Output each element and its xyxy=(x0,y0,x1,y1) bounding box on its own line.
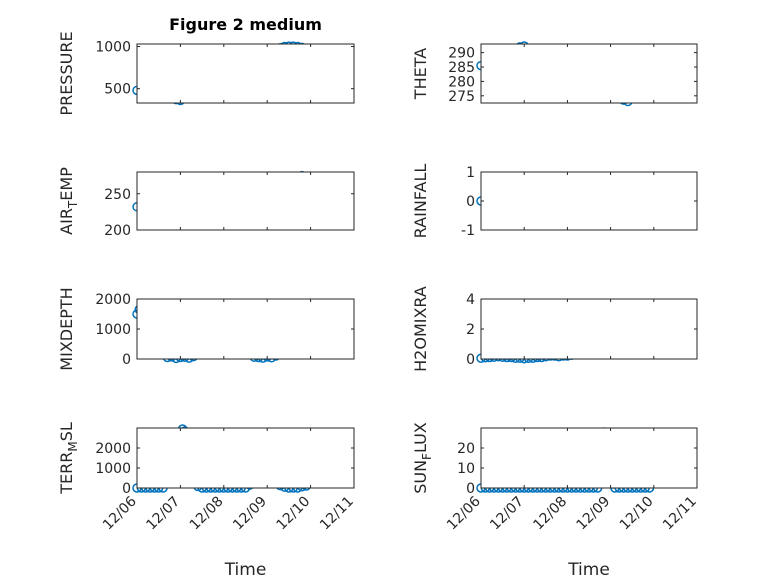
axes-box xyxy=(136,427,355,489)
x-tick-label: 12/09 xyxy=(574,494,614,534)
y-tick-label: 20 xyxy=(457,441,475,457)
figure-title: Figure 2 medium xyxy=(169,15,322,34)
x-tick-label: 12/10 xyxy=(274,494,314,534)
y-tick-label: 275 xyxy=(448,89,475,105)
y-tick-label: 200 xyxy=(104,223,131,239)
y-axis-label: RAINFALL xyxy=(411,164,430,239)
y-tick-label: 0 xyxy=(122,481,131,497)
y-axis-label: TERRMSL xyxy=(57,422,80,495)
y-tick-label: 4 xyxy=(466,292,475,308)
x-tick-label: 12/08 xyxy=(530,494,570,534)
y-axis-label: SUNFLUX xyxy=(411,422,434,494)
x-tick-label: 12/06 xyxy=(444,493,484,533)
y-tick-label: 10 xyxy=(457,461,475,477)
subplot-rainfall: -1 0 1 RAINFALL xyxy=(411,164,698,239)
y-tick-label: 0 xyxy=(466,481,475,497)
y-axis-label: AIRTEMP xyxy=(57,167,80,235)
y-tick-label: 250 xyxy=(104,187,131,203)
subplot-pressure: 500 1000 PRESSURE xyxy=(57,31,355,116)
x-axis-label-right: Time xyxy=(567,560,610,580)
axes-box xyxy=(480,171,698,231)
x-tick-label: 12/11 xyxy=(317,494,357,534)
y-tick-label: 2000 xyxy=(95,292,131,308)
y-axis-label: THETA xyxy=(411,48,430,100)
axes-box xyxy=(136,298,355,360)
y-tick-label: 1000 xyxy=(95,322,131,338)
subplot-air_temp: 200 250 AIRTEMP xyxy=(57,167,355,239)
y-tick-label: 1000 xyxy=(95,461,131,477)
x-tick-label: 12/10 xyxy=(617,494,657,534)
y-tick-label: 290 xyxy=(448,46,475,62)
x-tick-label: 12/08 xyxy=(187,494,227,534)
subplot-sun_flux: 0 10 20 SUNFLUX 12/06 12/07 12/08 12/09 12/10 12/… xyxy=(411,422,700,533)
y-axis-label: MIXDEPTH xyxy=(57,287,76,370)
x-tick-label: 12/09 xyxy=(230,494,270,534)
x-tick-label: 12/07 xyxy=(487,494,527,534)
y-tick-label: 0 xyxy=(466,352,475,368)
y-tick-label: 500 xyxy=(104,82,131,98)
x-tick-label: 12/06 xyxy=(100,493,140,533)
y-axis-label: H2OMIXRA xyxy=(411,286,430,372)
y-tick-label: 0 xyxy=(122,352,131,368)
y-tick-label: 285 xyxy=(448,60,475,76)
axes-box xyxy=(480,43,698,104)
x-tick-label: 12/11 xyxy=(660,494,700,534)
y-tick-label: 1 xyxy=(466,165,475,181)
x-tick-label: 12/07 xyxy=(143,494,183,534)
y-tick-label: -1 xyxy=(461,223,475,239)
x-axis-label-left: Time xyxy=(224,560,267,580)
y-tick-label: 0 xyxy=(466,194,475,210)
axes-box xyxy=(136,171,355,231)
y-tick-label: 2 xyxy=(466,322,475,338)
y-tick-label: 2000 xyxy=(95,441,131,457)
y-axis-label: PRESSURE xyxy=(57,31,76,115)
axes-box xyxy=(480,298,698,360)
axes-box xyxy=(480,427,698,489)
y-tick-label: 1000 xyxy=(95,40,131,56)
axes-box xyxy=(136,43,355,104)
subplot-mixdepth: 0 1000 2000 MIXDEPTH xyxy=(57,287,355,371)
subplot-h2omixra: 0 2 4 H2OMIXRA xyxy=(411,286,698,372)
y-tick-label: 280 xyxy=(448,74,475,90)
